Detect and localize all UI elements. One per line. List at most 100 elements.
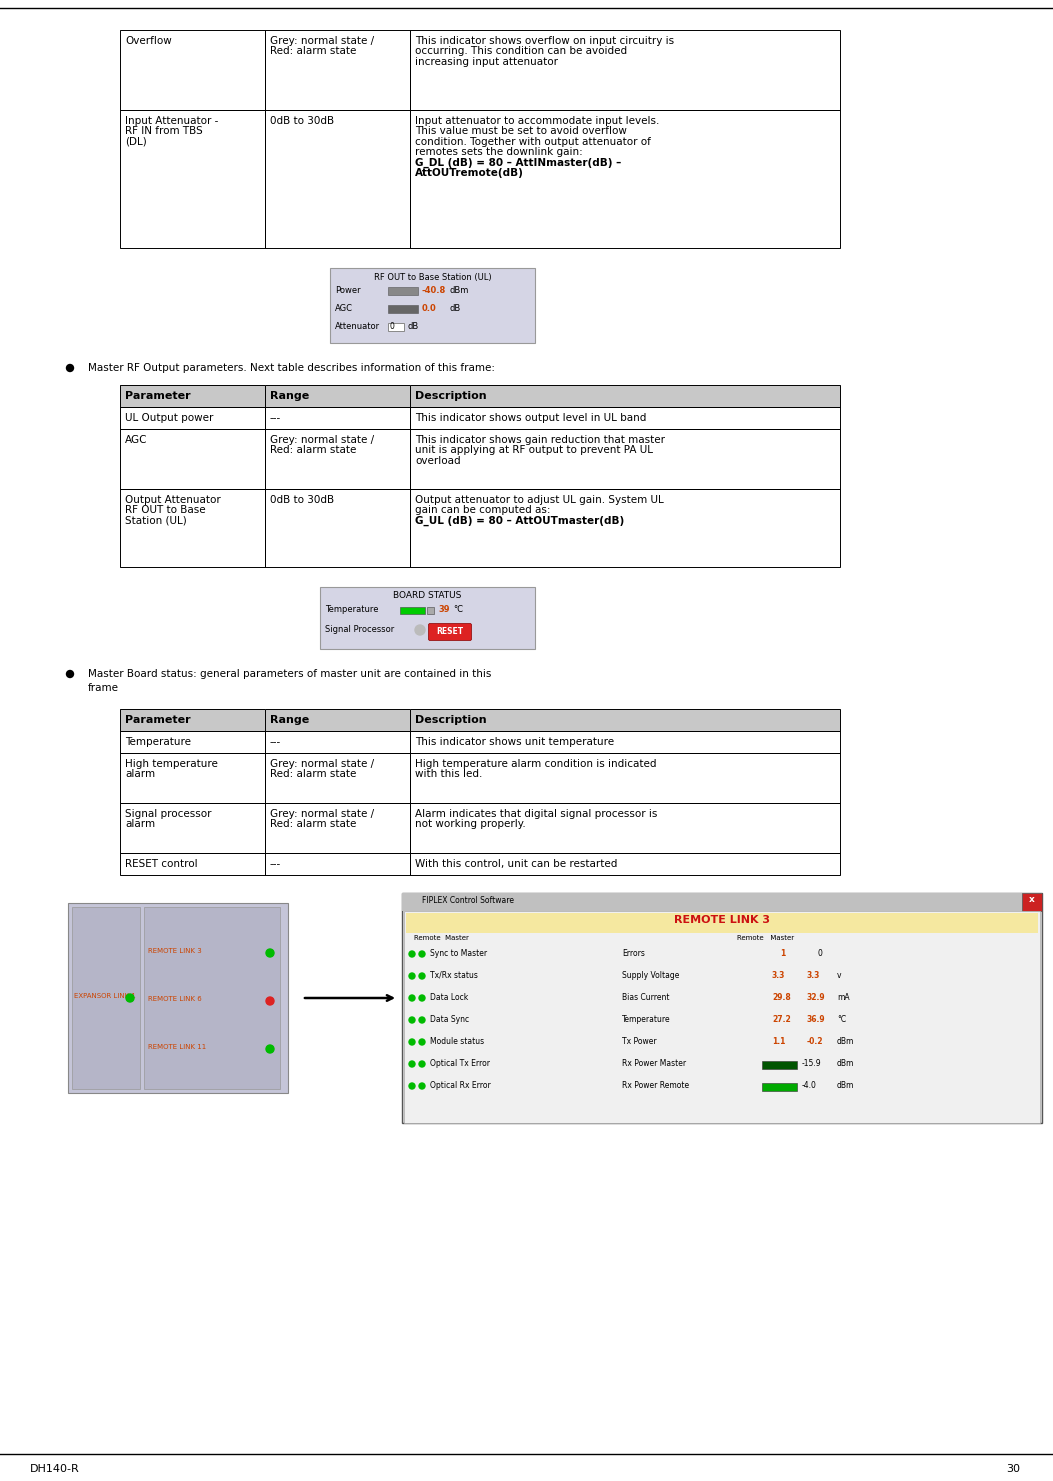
Text: 1: 1 <box>780 949 786 958</box>
Bar <box>120 30 265 110</box>
Text: Master RF Output parameters. Next table describes information of this frame:: Master RF Output parameters. Next table … <box>88 363 495 373</box>
Text: Red: alarm state: Red: alarm state <box>270 446 356 455</box>
Bar <box>410 752 840 803</box>
Text: Parameter: Parameter <box>125 391 191 401</box>
Bar <box>120 709 265 732</box>
Text: Bias Current: Bias Current <box>622 992 670 1003</box>
Text: 0: 0 <box>390 321 395 330</box>
Text: Red: alarm state: Red: alarm state <box>270 819 356 829</box>
Bar <box>265 385 410 407</box>
Text: Supply Voltage: Supply Voltage <box>622 972 679 980</box>
Text: Tx Power: Tx Power <box>622 1037 657 1046</box>
Bar <box>120 853 265 875</box>
Text: condition. Together with output attenuator of: condition. Together with output attenuat… <box>415 136 651 147</box>
Text: Signal Processor: Signal Processor <box>325 625 394 634</box>
Text: 32.9: 32.9 <box>807 992 826 1003</box>
Bar <box>120 752 265 803</box>
Circle shape <box>419 1017 425 1023</box>
Bar <box>72 906 140 1089</box>
Text: occurring. This condition can be avoided: occurring. This condition can be avoided <box>415 46 628 56</box>
Text: DH140-R: DH140-R <box>29 1465 80 1474</box>
Bar <box>120 407 265 429</box>
Bar <box>388 287 418 295</box>
Text: dB: dB <box>450 304 461 312</box>
Text: Grey: normal state /: Grey: normal state / <box>270 435 374 444</box>
Bar <box>1022 893 1042 911</box>
Text: dBm: dBm <box>837 1081 854 1090</box>
Text: Grey: normal state /: Grey: normal state / <box>270 758 374 769</box>
Text: Optical Tx Error: Optical Tx Error <box>430 1059 490 1068</box>
Text: Rx Power Master: Rx Power Master <box>622 1059 687 1068</box>
Text: AGC: AGC <box>125 435 147 444</box>
Text: v: v <box>837 972 841 980</box>
Text: not working properly.: not working properly. <box>415 819 525 829</box>
Text: 0.0: 0.0 <box>422 304 437 312</box>
Bar <box>388 323 404 330</box>
Text: REMOTE LINK 11: REMOTE LINK 11 <box>148 1044 206 1050</box>
Text: This indicator shows unit temperature: This indicator shows unit temperature <box>415 738 614 746</box>
Text: Temperature: Temperature <box>325 606 378 615</box>
Circle shape <box>409 1017 415 1023</box>
Text: -0.2: -0.2 <box>807 1037 823 1046</box>
Bar <box>68 903 289 1093</box>
Text: Input Attenuator -: Input Attenuator - <box>125 116 218 126</box>
Bar <box>120 385 265 407</box>
Text: Module status: Module status <box>430 1037 484 1046</box>
Text: Parameter: Parameter <box>125 715 191 726</box>
Text: with this led.: with this led. <box>415 769 482 779</box>
Text: ---: --- <box>270 738 281 746</box>
Bar <box>410 30 840 110</box>
Circle shape <box>419 1040 425 1046</box>
Text: REMOTE LINK 3: REMOTE LINK 3 <box>148 948 202 954</box>
Text: Optical Rx Error: Optical Rx Error <box>430 1081 491 1090</box>
Bar <box>410 385 840 407</box>
Text: Tx/Rx status: Tx/Rx status <box>430 972 478 980</box>
Bar <box>120 709 265 732</box>
Text: 27.2: 27.2 <box>772 1014 791 1023</box>
Bar <box>120 803 265 853</box>
Bar <box>410 709 840 732</box>
Text: Overflow: Overflow <box>125 36 172 46</box>
Text: Attenuator: Attenuator <box>335 321 380 330</box>
Text: alarm: alarm <box>125 769 155 779</box>
Text: °C: °C <box>837 1014 847 1023</box>
Text: Data Lock: Data Lock <box>430 992 469 1003</box>
Text: Master Board status: general parameters of master unit are contained in this: Master Board status: general parameters … <box>88 669 492 678</box>
Text: FIPLEX Control Software: FIPLEX Control Software <box>422 896 514 905</box>
Text: 0dB to 30dB: 0dB to 30dB <box>270 495 334 505</box>
Text: Signal processor: Signal processor <box>125 809 212 819</box>
Text: Input attenuator to accommodate input levels.: Input attenuator to accommodate input le… <box>415 116 659 126</box>
Text: frame: frame <box>88 683 119 693</box>
Circle shape <box>126 994 134 1003</box>
Bar <box>330 268 535 344</box>
Text: Errors: Errors <box>622 949 644 958</box>
Bar <box>404 911 1040 1123</box>
Text: Remote   Master: Remote Master <box>737 935 794 940</box>
Text: 0dB to 30dB: 0dB to 30dB <box>270 116 334 126</box>
Text: (DL): (DL) <box>125 136 146 147</box>
Bar <box>265 803 410 853</box>
Text: Remote  Master: Remote Master <box>414 935 469 940</box>
Text: 0: 0 <box>817 949 822 958</box>
Text: REMOTE LINK 3: REMOTE LINK 3 <box>674 915 770 926</box>
Circle shape <box>419 1083 425 1089</box>
Text: unit is applying at RF output to prevent PA UL: unit is applying at RF output to prevent… <box>415 446 653 455</box>
Text: 30: 30 <box>1006 1465 1020 1474</box>
Text: Red: alarm state: Red: alarm state <box>270 46 356 56</box>
Text: 3.3: 3.3 <box>807 972 820 980</box>
Text: RF OUT to Base Station (UL): RF OUT to Base Station (UL) <box>374 273 492 281</box>
Bar <box>265 709 410 732</box>
Text: UL Output power: UL Output power <box>125 413 214 424</box>
Text: -40.8: -40.8 <box>422 286 446 295</box>
Bar <box>265 110 410 247</box>
Text: Alarm indicates that digital signal processor is: Alarm indicates that digital signal proc… <box>415 809 657 819</box>
Text: EXPANSOR LINK 1: EXPANSOR LINK 1 <box>74 992 136 1000</box>
Text: dB: dB <box>408 321 419 330</box>
Text: ---: --- <box>270 413 281 424</box>
Bar <box>400 607 425 615</box>
Text: AGC: AGC <box>335 304 353 312</box>
Circle shape <box>419 951 425 957</box>
Text: This indicator shows output level in UL band: This indicator shows output level in UL … <box>415 413 647 424</box>
Bar <box>410 732 840 752</box>
Circle shape <box>415 625 425 635</box>
